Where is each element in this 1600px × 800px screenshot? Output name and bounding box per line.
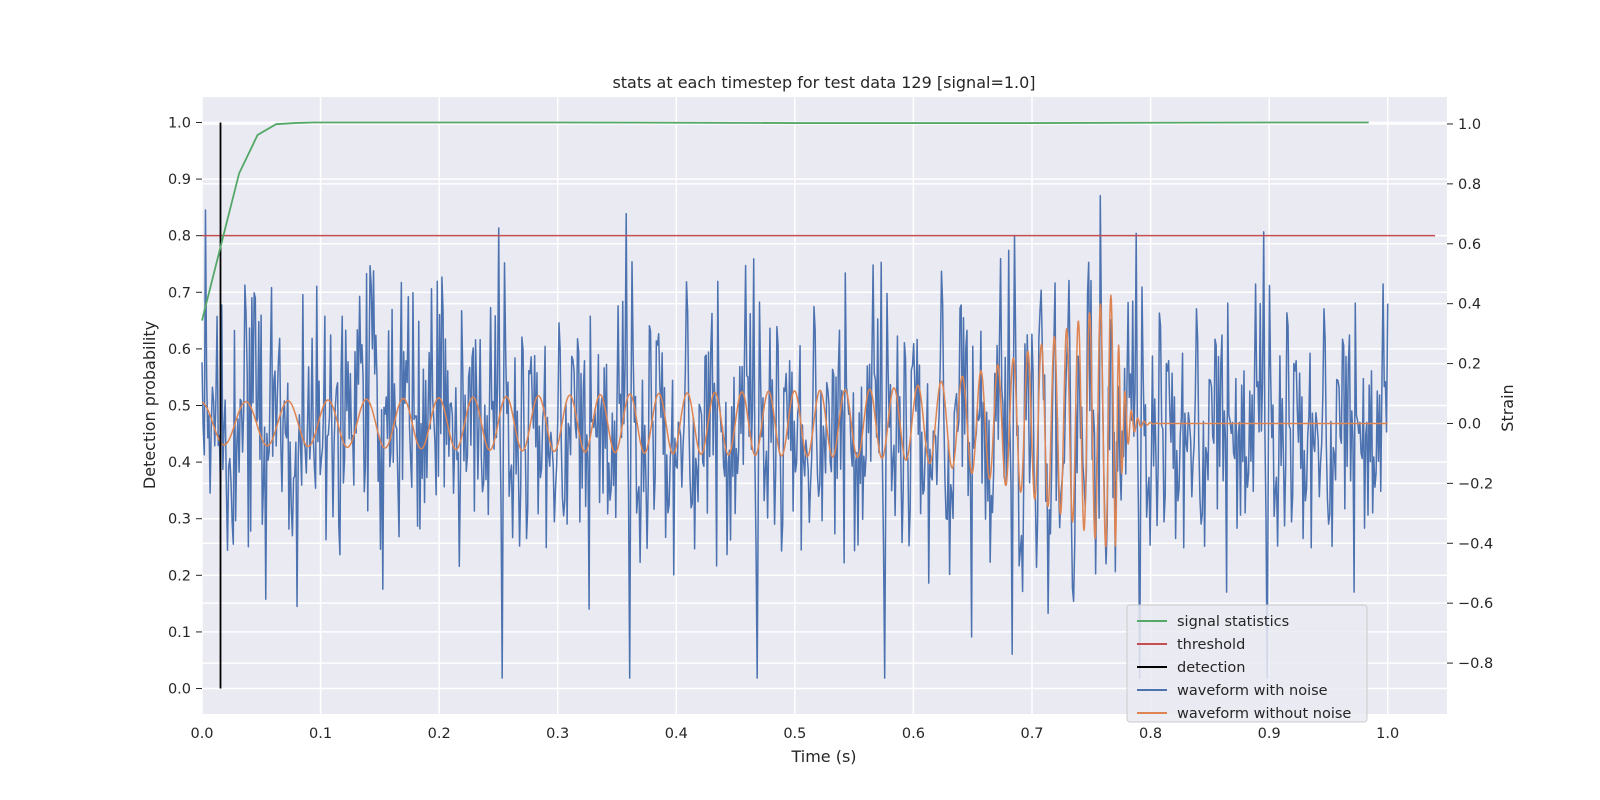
y-right-tick-label: 0.2 [1458, 357, 1481, 373]
y-left-tick-label: 0.1 [168, 625, 191, 641]
series-waveform-without-noise [201, 294, 1389, 548]
x-tick-label: 0.9 [1258, 726, 1281, 742]
series-signal-statistics [201, 121, 1369, 321]
y-axis-right-label: Strain [1498, 384, 1517, 431]
y-left-tick-label: 0.8 [168, 229, 191, 245]
y-right-tick-label: 0.4 [1458, 297, 1481, 313]
legend-label: waveform with noise [1177, 683, 1328, 699]
legend-label: waveform without noise [1177, 706, 1351, 722]
y-left-tick-label: 0.0 [168, 682, 191, 698]
y-axis-left-label: Detection probability [140, 321, 159, 489]
y-right-tick-label: −0.4 [1458, 536, 1493, 552]
y-left-tick-label: 0.4 [168, 455, 191, 471]
x-tick-label: 0.4 [665, 726, 688, 742]
legend-label: signal statistics [1177, 614, 1289, 630]
legend-label: threshold [1177, 637, 1245, 653]
series-layer [201, 121, 1436, 689]
y-left-tick-label: 0.6 [168, 342, 191, 358]
x-axis-label: Time (s) [790, 747, 856, 766]
x-tick-label: 0.1 [309, 726, 332, 742]
y-left-tick-label: 0.3 [168, 512, 191, 528]
y-left-tick-label: 0.7 [168, 285, 191, 301]
y-right-tick-label: −0.2 [1458, 476, 1493, 492]
y-left-tick-label: 1.0 [168, 115, 191, 131]
y-right-tick-label: 0.0 [1458, 416, 1481, 432]
legend-label: detection [1177, 660, 1245, 676]
legend-items: signal statistics threshold detection wavef… [1137, 614, 1351, 722]
x-tick-label: 0.3 [546, 726, 569, 742]
series-waveform-with-noise [201, 194, 1389, 679]
y-right-tick-label: 1.0 [1458, 117, 1481, 133]
x-tick-label: 0.5 [783, 726, 806, 742]
legend-box [1126, 604, 1368, 723]
x-tick-label: 0.2 [428, 726, 451, 742]
y-left-tick-label: 0.5 [168, 399, 191, 415]
y-right-tick-label: 0.8 [1458, 177, 1481, 193]
x-tick-label: 0.6 [902, 726, 925, 742]
y-right-tick-label: −0.6 [1458, 596, 1493, 612]
x-tick-label: 0.7 [1020, 726, 1043, 742]
y-left-tick-label: 0.9 [168, 172, 191, 188]
x-tick-label: 0.8 [1139, 726, 1162, 742]
y-right-tick-label: 0.6 [1458, 237, 1481, 253]
x-tick-label: 0.0 [190, 726, 213, 742]
y-right-tick-label: −0.8 [1458, 656, 1493, 672]
chart-title: stats at each timestep for test data 129… [612, 73, 1035, 92]
ticks-layer: 0.0 0.1 0.2 0.3 0.4 0.5 0.6 0.7 0.8 0.9 1.0 0.0 0.1 0… [168, 115, 1493, 742]
y-left-tick-label: 0.2 [168, 568, 191, 584]
legend: signal statistics threshold detection wavef… [1126, 604, 1368, 723]
x-tick-label: 1.0 [1376, 726, 1399, 742]
